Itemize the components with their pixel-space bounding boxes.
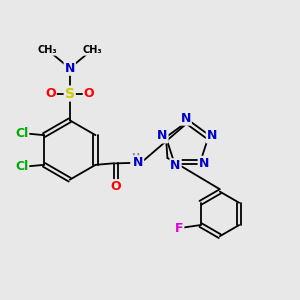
Text: O: O xyxy=(110,180,121,193)
Text: H: H xyxy=(131,153,139,163)
Text: N: N xyxy=(207,130,217,142)
Text: N: N xyxy=(199,157,209,170)
Text: CH₃: CH₃ xyxy=(38,45,57,55)
Text: O: O xyxy=(84,87,94,100)
Text: N: N xyxy=(170,159,181,172)
Text: S: S xyxy=(65,86,75,100)
Text: N: N xyxy=(181,112,191,125)
Text: N: N xyxy=(133,156,143,169)
Text: F: F xyxy=(175,221,183,235)
Text: N: N xyxy=(64,62,75,75)
Text: Cl: Cl xyxy=(15,127,28,140)
Text: Cl: Cl xyxy=(15,160,28,173)
Text: N: N xyxy=(157,130,168,142)
Text: CH₃: CH₃ xyxy=(82,45,102,55)
Text: O: O xyxy=(45,87,56,100)
